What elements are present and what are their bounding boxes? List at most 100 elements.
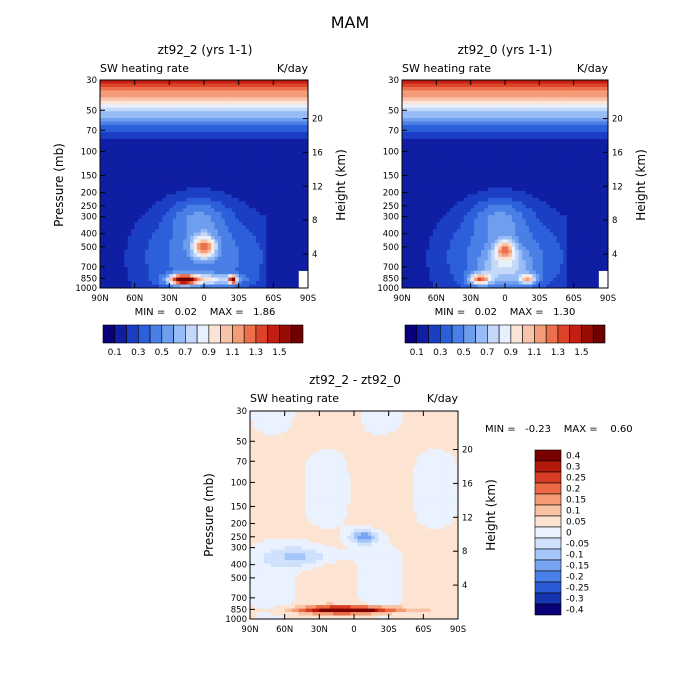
- heatmap-cell: [450, 145, 454, 150]
- heatmap-cell: [273, 97, 278, 102]
- heatmap-cell: [238, 83, 243, 88]
- heatmap-cell: [422, 149, 427, 154]
- heatmap-cell: [172, 163, 177, 168]
- heatmap-cell: [252, 156, 257, 161]
- heatmap-cell: [262, 239, 267, 244]
- heatmap-cell: [224, 163, 229, 168]
- heatmap-cell: [110, 152, 115, 157]
- heatmap-cell: [269, 218, 274, 223]
- heatmap-cell: [148, 225, 153, 230]
- y-tick-label: 400: [81, 230, 97, 240]
- heatmap-cell: [204, 211, 208, 216]
- heatmap-cell: [100, 201, 104, 206]
- heatmap-cell: [491, 90, 496, 95]
- heatmap-cell: [193, 125, 198, 129]
- heatmap-cell: [134, 236, 139, 240]
- heatmap-cell: [183, 242, 188, 247]
- heatmap-cell: [190, 125, 194, 129]
- heatmap-cell: [204, 218, 208, 223]
- heatmap-cell: [158, 159, 163, 164]
- heatmap-cell: [522, 104, 526, 109]
- heatmap-cell: [539, 125, 544, 129]
- heatmap-cell: [214, 246, 219, 251]
- heatmap-cell: [276, 242, 281, 247]
- heatmap-cell: [197, 222, 201, 226]
- heatmap-cell: [290, 201, 295, 206]
- heatmap-cell: [179, 90, 184, 95]
- heatmap-cell: [242, 208, 246, 213]
- heatmap-cell: [131, 86, 136, 91]
- heatmap-cell: [259, 225, 264, 230]
- heatmap-cell: [242, 218, 246, 223]
- heatmap-cell: [110, 204, 115, 209]
- heatmap-cell: [204, 194, 208, 199]
- heatmap-cell: [221, 166, 226, 171]
- heatmap-cell: [172, 197, 177, 202]
- heatmap-cell: [262, 107, 267, 112]
- heatmap-cell: [113, 225, 118, 230]
- heatmap-cell: [553, 107, 557, 112]
- heatmap-cell: [169, 138, 174, 143]
- heatmap-cell: [113, 197, 118, 202]
- heatmap-cell: [287, 177, 292, 181]
- heatmap-cell: [283, 201, 288, 206]
- heatmap-cell: [304, 138, 309, 143]
- colorbar-swatch: [267, 324, 280, 344]
- heatmap-cell: [556, 118, 561, 122]
- heatmap-cell: [197, 208, 201, 213]
- heatmap-cell: [301, 256, 305, 261]
- heatmap-cell: [100, 184, 104, 188]
- heatmap-cell: [165, 267, 170, 272]
- heatmap-cell: [269, 86, 274, 91]
- heatmap-cell: [256, 249, 260, 254]
- heatmap-cell: [197, 90, 201, 95]
- heatmap-cell: [301, 249, 305, 254]
- heatmap-cell: [106, 225, 111, 230]
- heatmap-cell: [186, 211, 191, 216]
- heatmap-cell: [165, 159, 170, 164]
- heatmap-cell: [290, 215, 295, 220]
- heatmap-cell: [273, 128, 278, 133]
- heatmap-cell: [141, 225, 146, 230]
- heatmap-cell: [158, 242, 163, 247]
- heatmap-cell: [515, 125, 520, 129]
- heatmap-cell: [419, 100, 423, 105]
- heatmap-cell: [120, 173, 125, 178]
- heatmap-cell: [103, 80, 108, 84]
- heatmap-cell: [134, 107, 139, 112]
- y-tick-label: 700: [81, 263, 97, 273]
- heatmap-cell: [235, 83, 240, 88]
- heatmap-cell: [412, 118, 417, 122]
- heatmap-cell: [290, 284, 295, 289]
- heatmap-cell: [290, 166, 295, 171]
- heatmap-cell: [518, 83, 523, 88]
- heatmap-cell: [304, 211, 309, 216]
- heatmap-cell: [124, 142, 129, 147]
- heatmap-cell: [110, 142, 115, 147]
- heatmap-cell: [134, 177, 139, 181]
- heatmap-cell: [266, 93, 271, 98]
- heatmap-cell: [193, 239, 198, 244]
- heatmap-cell: [290, 145, 295, 150]
- heatmap-cell: [273, 114, 278, 119]
- heatmap-cell: [573, 97, 578, 102]
- heatmap-cell: [217, 281, 222, 285]
- heatmap-cell: [259, 152, 264, 157]
- heatmap-cell: [273, 173, 278, 178]
- heatmap-cell: [566, 142, 571, 147]
- heatmap-cell: [456, 128, 461, 133]
- heatmap-cell: [113, 145, 118, 150]
- heatmap-cell: [453, 97, 458, 102]
- heatmap-cell: [141, 260, 146, 265]
- heatmap-cell: [179, 142, 184, 147]
- heatmap-cell: [487, 107, 492, 112]
- heatmap-cell: [183, 107, 188, 112]
- heatmap-cell: [573, 149, 578, 154]
- heatmap-cell: [511, 132, 516, 136]
- heatmap-cell: [124, 277, 129, 282]
- heatmap-cell: [252, 197, 257, 202]
- heatmap-cell: [245, 145, 250, 150]
- heatmap-cell: [508, 149, 513, 154]
- heatmap-cell: [235, 225, 240, 230]
- heatmap-cell: [252, 107, 257, 112]
